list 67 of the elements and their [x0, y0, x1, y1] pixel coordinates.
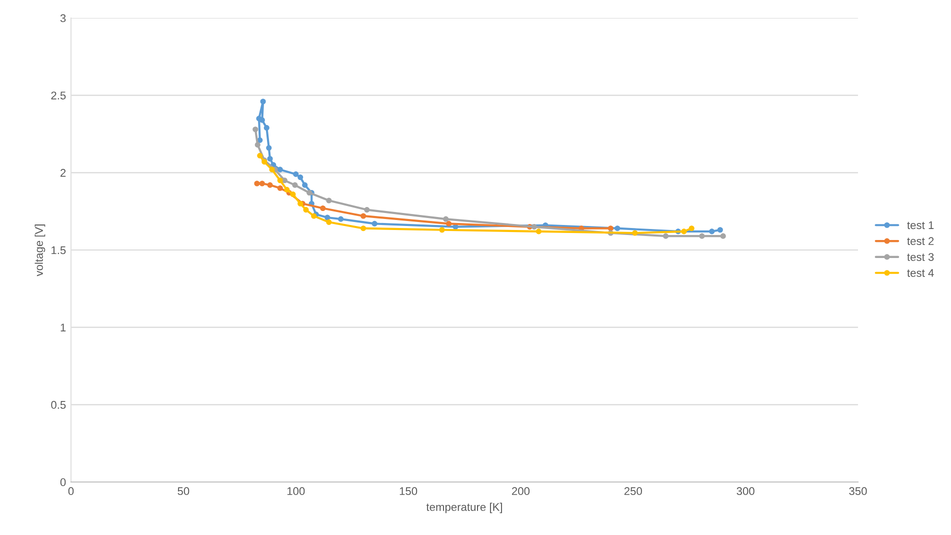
point — [699, 233, 705, 239]
point — [662, 233, 669, 239]
legend-label: test 2 — [907, 237, 934, 246]
y-tick-label: 1.5 — [52, 246, 66, 254]
point — [326, 198, 332, 204]
point — [267, 156, 273, 162]
point — [360, 213, 366, 219]
point — [293, 171, 299, 177]
point — [614, 226, 620, 232]
point — [303, 207, 309, 213]
point — [284, 186, 290, 192]
point — [717, 227, 723, 233]
point — [290, 192, 296, 198]
point — [277, 178, 283, 184]
point — [266, 145, 272, 151]
point — [681, 228, 687, 234]
point — [260, 98, 266, 104]
point — [256, 116, 262, 122]
y-tick-label: 2.5 — [51, 92, 66, 100]
y-tick-label: 2 — [60, 168, 66, 177]
point — [364, 207, 370, 213]
point — [709, 228, 715, 234]
point — [259, 180, 265, 186]
x-tick-label: 350 — [849, 487, 867, 496]
point — [372, 220, 378, 226]
x-axis-title: temperature [K] — [426, 502, 502, 514]
y-tick-label: 1 — [60, 324, 66, 332]
point — [257, 152, 263, 158]
x-tick-label: 100 — [287, 487, 305, 496]
point — [277, 166, 283, 172]
point — [439, 227, 445, 233]
point — [292, 182, 298, 188]
legend-label: test 4 — [907, 269, 934, 277]
point — [531, 224, 537, 230]
point — [277, 185, 283, 191]
point — [324, 214, 330, 220]
point — [536, 228, 542, 234]
legend-label: test 3 — [907, 253, 934, 261]
x-tick-label: 150 — [400, 487, 418, 496]
point — [326, 219, 332, 225]
point — [632, 230, 638, 236]
point — [320, 205, 326, 212]
point — [720, 233, 726, 239]
point — [446, 220, 452, 226]
point — [608, 226, 614, 232]
point — [252, 126, 258, 132]
y-tick-label: 3 — [60, 14, 66, 22]
point — [688, 226, 694, 232]
point — [264, 125, 270, 131]
point — [269, 166, 275, 172]
x-tick-label: 50 — [178, 487, 190, 496]
y-axis-title: voltage [V] — [34, 224, 46, 276]
point — [298, 174, 304, 180]
point — [443, 216, 449, 222]
legend-label: test 1 — [907, 221, 934, 230]
point — [254, 180, 260, 186]
x-tick-label: 250 — [624, 487, 642, 496]
x-tick-label: 0 — [68, 487, 74, 496]
point — [360, 226, 366, 232]
point — [254, 142, 260, 148]
x-tick-label: 200 — [512, 487, 530, 496]
point — [267, 182, 273, 188]
point — [302, 182, 308, 188]
x-tick-label: 300 — [736, 487, 754, 496]
y-tick-label: 0.5 — [51, 400, 66, 409]
y-tick-label: 0 — [60, 478, 66, 486]
point — [338, 216, 344, 222]
